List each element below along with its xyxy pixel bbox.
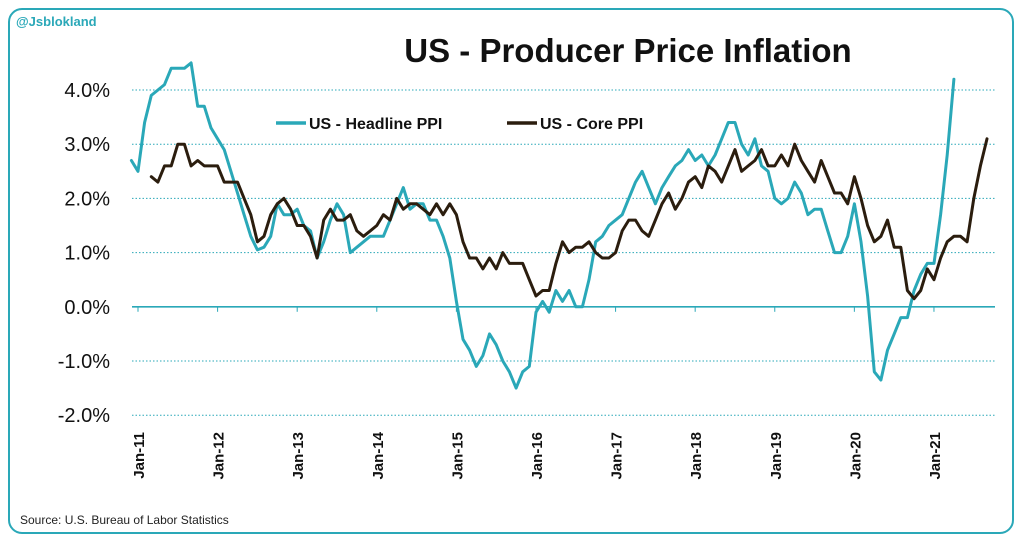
y-tick-label: 1.0% <box>64 243 110 265</box>
x-tick-label: Jan-17 <box>609 432 626 480</box>
core-ppi-line <box>149 137 989 301</box>
x-tick-label: Jan-21 <box>927 432 944 480</box>
x-tick-label: Jan-18 <box>688 432 705 480</box>
y-tick-label: -2.0% <box>58 405 110 427</box>
y-axis-tick-labels: -2.0% -1.0% 0.0% 1.0% 2.0% 3.0% 4.0% <box>58 80 110 427</box>
chart-frame <box>8 8 1014 534</box>
x-tick-label: Jan-13 <box>290 432 307 480</box>
x-tick-label: Jan-15 <box>449 432 466 480</box>
y-tick-label: 4.0% <box>64 80 110 102</box>
y-tick-label: -1.0% <box>58 351 110 373</box>
y-tick-label: 0.0% <box>64 297 110 319</box>
x-tick-label: Jan-11 <box>131 432 148 479</box>
legend: US - Headline PPI US - Core PPI <box>276 116 643 133</box>
author-handle: @Jsblokland <box>16 14 97 29</box>
headline-ppi-line <box>129 61 956 390</box>
x-tick-label: Jan-14 <box>370 431 387 479</box>
source-note: Source: U.S. Bureau of Labor Statistics <box>20 513 229 527</box>
x-tick-label: Jan-12 <box>211 432 228 480</box>
gridlines <box>132 89 995 416</box>
x-tick-label: Jan-19 <box>768 432 785 480</box>
x-axis-tick-labels: Jan-11 Jan-12 Jan-13 Jan-14 Jan-15 Jan-16 Jan-… <box>131 431 944 479</box>
y-tick-label: 2.0% <box>64 188 110 210</box>
x-tick-label: Jan-20 <box>847 432 864 480</box>
legend-label: US - Core PPI <box>540 116 643 133</box>
chart-title: US - Producer Price Inflation <box>404 32 851 69</box>
series-lines <box>129 61 989 390</box>
legend-label: US - Headline PPI <box>309 116 442 133</box>
y-tick-label: 3.0% <box>64 134 110 156</box>
x-tick-label: Jan-16 <box>529 432 546 480</box>
